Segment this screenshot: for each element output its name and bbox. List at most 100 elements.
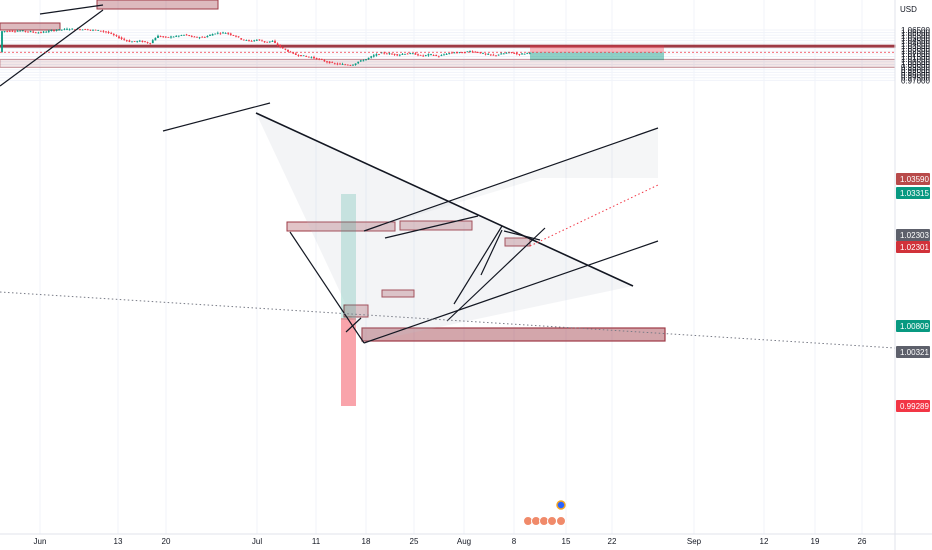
candle-body	[110, 32, 113, 34]
candle-body	[81, 29, 84, 31]
price-tag-label: 1.03590	[900, 175, 929, 184]
candle-body	[201, 36, 204, 38]
candle-body	[71, 28, 74, 30]
candle-body	[118, 36, 120, 39]
candle-body	[458, 52, 461, 53]
candle-body	[14, 31, 16, 33]
candle-body	[248, 39, 250, 41]
candle-body	[398, 54, 401, 56]
trend-line	[0, 9, 104, 87]
price-tick-label: 1.05000	[901, 34, 930, 43]
candle-body	[63, 28, 66, 30]
time-tick-label: Aug	[457, 537, 471, 546]
candle-body	[1, 31, 3, 53]
candle-body	[94, 29, 97, 31]
candle-body	[138, 40, 141, 42]
candle-body	[336, 63, 339, 65]
time-tick-label: 12	[760, 537, 769, 546]
candle-body	[513, 53, 516, 54]
candle-body	[487, 54, 490, 55]
candle-body	[528, 52, 531, 54]
time-axis-ticks: Jun 13 20 Jul 11 18 25 Aug 8 15 22 Sep 12 19 26	[34, 537, 867, 546]
candle-body	[102, 30, 105, 32]
candle-body	[263, 41, 266, 43]
candle-body	[37, 32, 40, 34]
price-tick-label: 0.97500	[901, 74, 930, 83]
candle-body	[19, 30, 22, 32]
candle-body	[164, 36, 167, 38]
candle-body	[206, 35, 209, 38]
candle-body	[141, 40, 144, 42]
candle-body	[315, 57, 318, 60]
price-tick-label: 0.98000	[901, 71, 930, 80]
time-tick-label: 19	[811, 537, 820, 546]
candle-body	[55, 30, 58, 31]
currency-label: USD	[900, 5, 917, 14]
candle-body	[250, 40, 253, 42]
candle-body	[469, 51, 471, 52]
candle-body	[185, 34, 188, 36]
candle-body	[3, 31, 6, 32]
candle-body	[190, 36, 193, 37]
trend-line	[363, 127, 659, 232]
trend-line	[453, 225, 503, 305]
time-tick-label: 11	[312, 537, 321, 546]
trend-line	[480, 229, 503, 276]
candle-body	[484, 53, 487, 55]
projection-line	[0, 291, 896, 349]
candle-body	[128, 40, 131, 42]
candle-body	[11, 30, 14, 32]
candle-body	[198, 37, 201, 39]
candle-body	[32, 31, 35, 33]
time-tick-label: 25	[410, 537, 419, 546]
candle-body	[432, 55, 435, 56]
time-tick-label: 18	[362, 537, 371, 546]
candle-body	[237, 36, 240, 38]
candle-body	[258, 39, 261, 41]
candle-body	[235, 35, 237, 37]
candle-body	[365, 59, 367, 61]
candle-body	[500, 53, 503, 55]
candle-body	[417, 54, 419, 56]
price-tick-label: 1.06500	[901, 26, 930, 35]
candle-body	[411, 53, 414, 55]
price-tick-label: 1.04500	[901, 37, 930, 46]
candle-body	[21, 30, 24, 32]
dividend-icon[interactable]	[556, 500, 566, 510]
time-tick-label: 8	[512, 537, 517, 546]
price-tag	[896, 229, 930, 241]
candle-body	[123, 38, 126, 40]
pattern-fill	[256, 113, 633, 343]
event-icons[interactable]	[523, 500, 566, 526]
candle-body	[227, 32, 230, 34]
candle-body	[354, 63, 357, 65]
candle-body	[219, 33, 222, 35]
highlight-column	[341, 318, 356, 406]
candle-body	[214, 33, 217, 35]
flag-icon[interactable]	[547, 516, 557, 526]
candle-body	[318, 58, 321, 60]
price-tag	[896, 400, 930, 412]
candle-body	[388, 53, 391, 55]
candle-body	[255, 39, 258, 41]
candle-body	[385, 53, 388, 55]
candle-body	[391, 53, 393, 55]
candle-body	[261, 40, 263, 42]
price-tick-label: 1.04000	[901, 39, 930, 48]
flag-icon[interactable]	[556, 516, 566, 526]
price-tick-label: 1.01500	[901, 53, 930, 62]
price-tag	[896, 187, 930, 199]
candle-body	[435, 54, 438, 56]
candle-body	[463, 52, 466, 54]
candle-body	[302, 55, 305, 57]
candle-body	[281, 47, 284, 49]
price-tag	[896, 241, 930, 253]
candle-body	[344, 64, 347, 66]
candle-body	[224, 33, 227, 34]
candle-body	[479, 52, 482, 54]
price-tag-label: 1.02301	[900, 243, 929, 252]
order-block	[361, 327, 666, 342]
order-block	[0, 22, 61, 31]
